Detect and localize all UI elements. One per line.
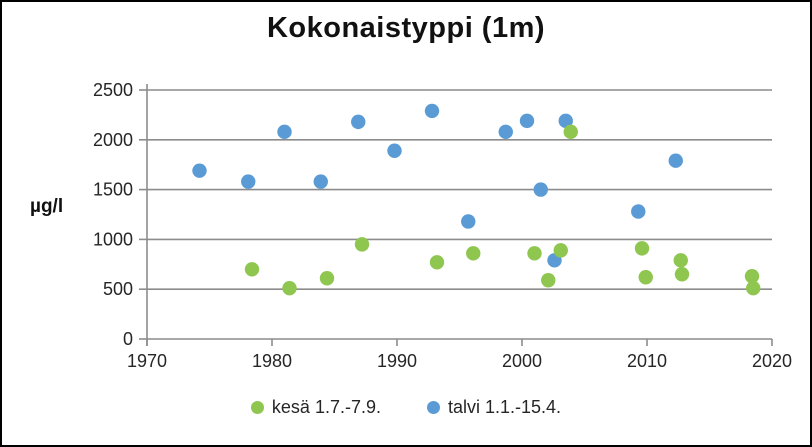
data-point (351, 114, 366, 130)
data-point (563, 124, 578, 140)
y-axis-unit-label: µg/l (30, 196, 64, 217)
data-point (319, 271, 335, 286)
data-point (533, 182, 548, 197)
data-point (424, 103, 440, 119)
data-point (387, 143, 402, 158)
data-point (429, 255, 445, 270)
x-tick-label: 1970 (127, 351, 167, 371)
data-point (674, 267, 690, 282)
data-point (558, 113, 573, 129)
x-tick-label: 2020 (752, 351, 792, 371)
y-tick-label: 2500 (93, 80, 133, 100)
kesa-legend-marker-icon (250, 401, 264, 414)
data-point (527, 246, 542, 261)
data-point (744, 269, 760, 284)
legend-item-talvi: talvi 1.1.-15.4. (427, 397, 561, 418)
data-point (244, 262, 260, 277)
data-point (631, 204, 646, 219)
legend-item-kesa: kesä 1.7.-7.9. (250, 397, 381, 418)
data-point (354, 237, 370, 252)
data-point (241, 174, 256, 189)
x-tick-label: 2000 (502, 351, 542, 371)
data-point (638, 270, 653, 285)
y-tick-label: 1000 (93, 229, 133, 249)
data-point (192, 163, 207, 178)
data-point (282, 281, 297, 296)
data-point (466, 246, 481, 261)
talvi-legend-marker-icon (427, 401, 440, 414)
y-tick-label: 1500 (93, 180, 133, 200)
data-point (461, 214, 476, 229)
data-point (541, 273, 556, 288)
legend: kesä 1.7.-7.9. talvi 1.1.-15.4. (2, 397, 810, 418)
x-tick-label: 1980 (252, 351, 292, 371)
data-point (313, 174, 328, 189)
data-point (634, 241, 650, 256)
y-tick-label: 500 (103, 279, 133, 299)
data-point (519, 113, 535, 129)
data-point (746, 281, 761, 296)
data-point (668, 153, 683, 168)
x-tick-label: 2010 (627, 351, 667, 371)
chart-title: Kokonaistyppi (1m) (266, 12, 546, 44)
data-point (673, 253, 688, 268)
y-tick-label: 2000 (93, 130, 133, 150)
x-tick-label: 1990 (377, 351, 417, 371)
kesa-legend-label: kesä 1.7.-7.9. (271, 397, 381, 417)
data-point (553, 243, 568, 258)
data-point (277, 124, 292, 140)
data-point (498, 124, 513, 140)
y-tick-label: 0 (123, 329, 133, 349)
talvi-legend-label: talvi 1.1.-15.4. (448, 397, 562, 417)
